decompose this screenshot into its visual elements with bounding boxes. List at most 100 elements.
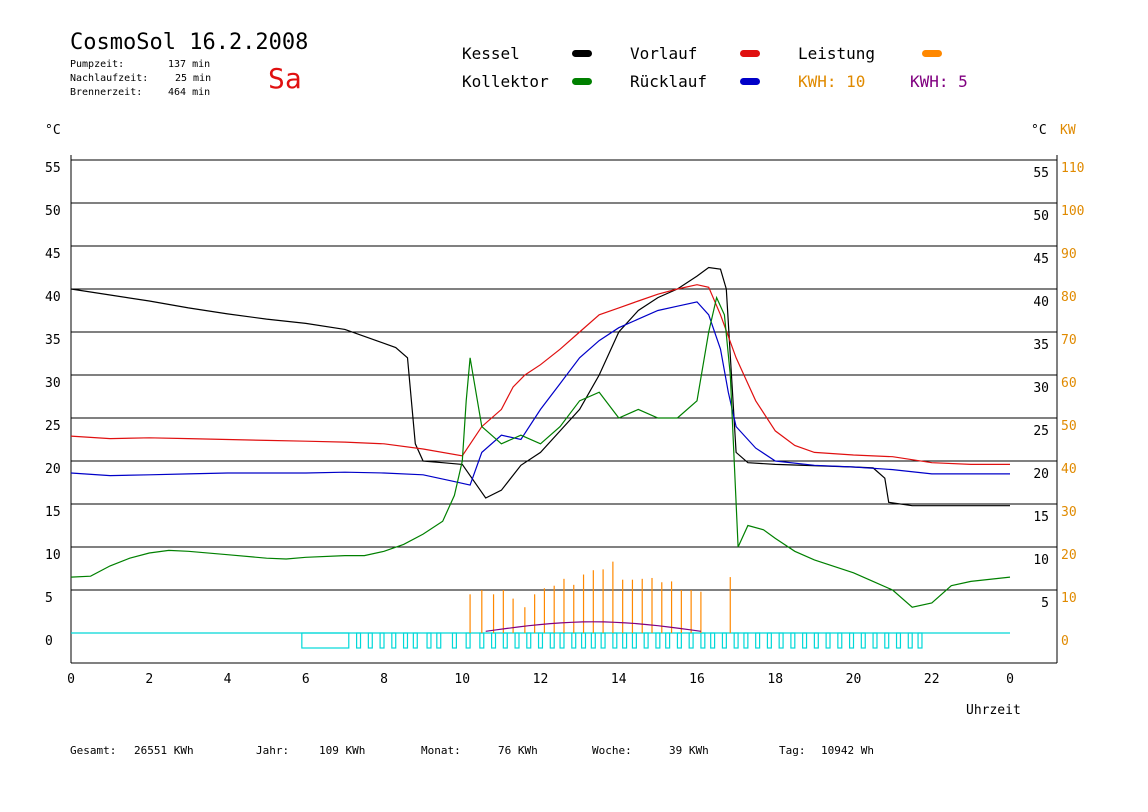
y2-tick: 90 [1061,247,1077,262]
nachlauf-time-label: Nachlaufzeit: [70,73,149,84]
pump-bar [655,632,661,649]
legend-kessel-swatch [572,50,592,57]
footer-jahr-label: Jahr: [256,744,290,757]
footer-tag-label: Tag: [779,744,806,757]
y2-axis-unit: KW [1060,123,1076,138]
y2-tick: 80 [1061,290,1077,305]
legend-ruecklauf-swatch [740,78,760,85]
x-tick: 22 [924,672,940,687]
y-tick-left: 45 [45,247,61,262]
pump-bar [710,632,716,649]
y-tick-left: 25 [45,419,61,434]
x-tick: 14 [611,672,627,687]
pump-bar [465,632,471,649]
pump-bar [426,632,432,649]
y-tick-left: 15 [45,505,61,520]
pump-bar [537,632,544,649]
y-tick-right: 10 [1033,553,1049,568]
pump-bar [526,632,532,649]
pump-time-value: 137 min [168,59,211,70]
y-tick-right: 25 [1033,424,1049,439]
pump-bar [665,632,671,649]
pump-bar [590,632,596,649]
pump-bar [778,632,784,649]
pump-bar [743,632,749,649]
pump-bar [600,632,606,649]
pump-bar [917,632,923,649]
pump-bar [402,632,409,649]
pump-bar [802,632,808,649]
kwh-purple-label: KWH: 5 [910,72,968,91]
pump-bar [790,632,796,649]
y2-tick: 110 [1061,161,1084,176]
y-tick-left: 55 [45,161,61,176]
y2-tick: 30 [1061,505,1077,520]
y-tick-right: 35 [1033,338,1049,353]
pump-bar [825,632,831,649]
pump-bar [907,632,913,649]
pump-bar [848,632,855,649]
pump-bar [631,632,637,649]
pump-time-label: Pumpzeit: [70,59,125,70]
x-tick: 6 [302,672,310,687]
y-tick-right: 20 [1033,467,1049,482]
pump-bar [301,632,350,649]
y-tick-left: 5 [45,591,53,606]
kessel-line [70,266,1010,507]
y-tick-left: 0 [45,634,53,649]
legend-vorlauf-swatch [740,50,760,57]
pump-bar [367,632,373,649]
pump-bar [733,632,739,649]
x-tick: 16 [689,672,705,687]
chart-title: CosmoSol 16.2.2008 [70,30,309,55]
x-tick: 4 [224,672,232,687]
legend-ruecklauf: Rücklauf [630,72,708,91]
pump-bar [502,632,508,649]
kollektor-line [70,295,1011,608]
y2-tick: 100 [1061,204,1084,219]
pump-bar [643,632,649,649]
pump-bar [766,632,772,649]
y2-tick: 70 [1061,333,1077,348]
pump-bar [688,632,694,649]
y-tick-right: 40 [1033,295,1049,310]
weekday-label: Sa [268,62,302,95]
x-axis-label: Uhrzeit [966,703,1021,718]
pump-bar [356,632,362,649]
pump-bar [580,632,587,649]
footer-woche-label: Woche: [592,744,632,757]
pump-bar [622,632,628,649]
pump-bar [700,632,706,649]
y-tick-left: 35 [45,333,61,348]
pump-bar [571,632,577,649]
footer-woche-value: 39 KWh [669,744,709,757]
y-tick-right: 50 [1033,209,1049,224]
y2-tick: 60 [1061,376,1077,391]
footer-monat-value: 76 KWh [498,744,538,757]
pump-bar [895,632,902,649]
footer-gesamt-label: Gesamt: [70,744,117,757]
nachlauf-time-value: 25 min [175,73,212,84]
pump-bar [721,632,727,649]
x-tick: 18 [767,672,783,687]
y-tick-right: 30 [1033,381,1049,396]
pump-bar [755,632,761,649]
pump-bar [860,632,866,649]
legend-leistung: Leistung [798,44,876,63]
y2-tick: 20 [1061,548,1077,563]
footer-monat-label: Monat: [421,744,461,757]
y-tick-right: 15 [1033,510,1049,525]
pump-bar [884,632,890,649]
y-axis-unit-left: °C [45,123,61,138]
pump-bar [412,632,418,649]
y2-tick: 40 [1061,462,1077,477]
y-tick-right: 55 [1033,166,1049,181]
legend-leistung-swatch [922,50,942,57]
pump-bar [872,632,878,649]
y-tick-left: 30 [45,376,61,391]
pump-bar [490,632,497,649]
ruecklauf-line [70,301,1010,486]
brenner-time-label: Brennerzeit: [70,87,143,98]
legend-vorlauf: Vorlauf [630,44,698,63]
